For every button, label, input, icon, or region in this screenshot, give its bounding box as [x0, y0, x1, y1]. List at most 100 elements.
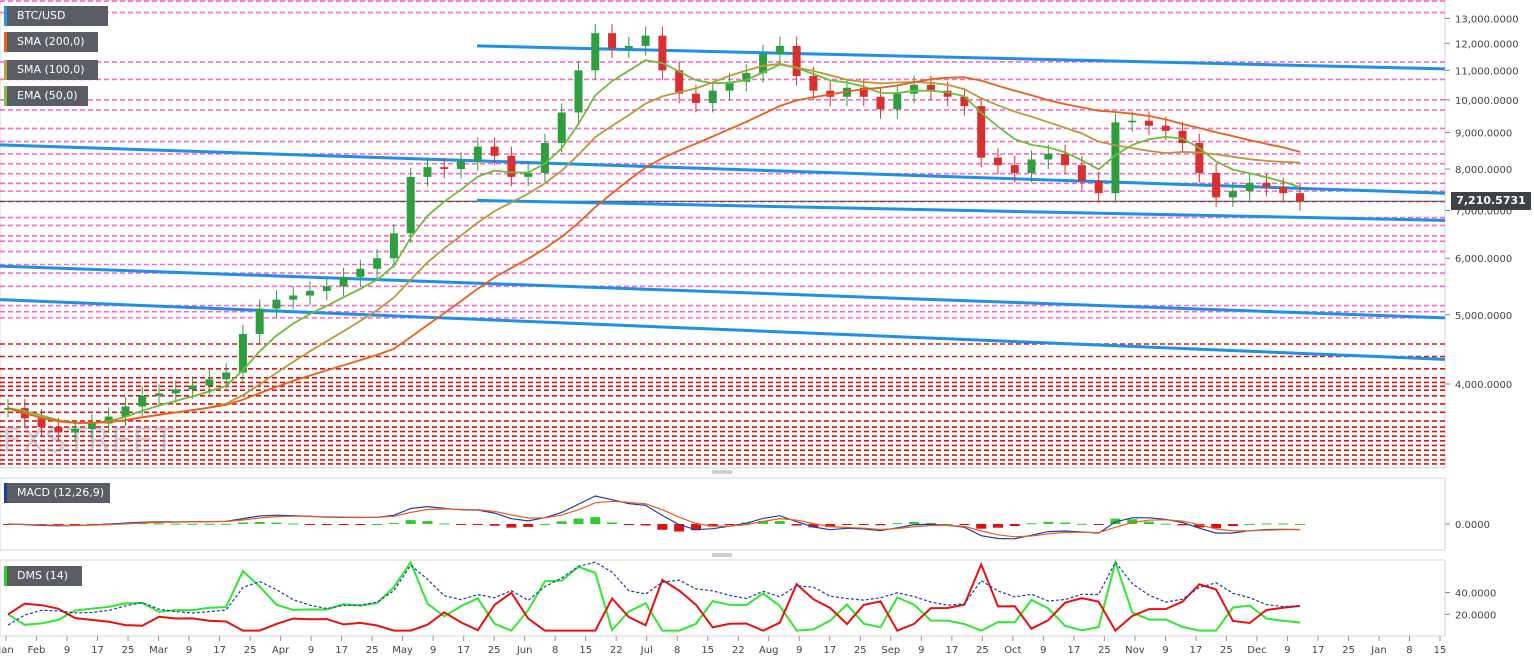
macd-hist-24	[405, 520, 416, 524]
x-tick-label-22: 8	[674, 645, 680, 656]
price-frame	[0, 0, 1446, 469]
macd-hist-30	[506, 524, 517, 528]
candle-body-17	[289, 295, 298, 300]
macd-hist-68	[1143, 521, 1154, 524]
price-tick-label-7: 6,000.0000	[1455, 254, 1512, 265]
candle-body-29	[490, 146, 499, 156]
candle-body-20	[339, 276, 348, 287]
macd-hist-10	[170, 523, 181, 525]
dms-tick-label-0: 40.0000	[1455, 589, 1496, 600]
price-tick-label-9: 4,000.0000	[1455, 380, 1512, 391]
candle-body-3	[54, 427, 63, 433]
candle-body-5	[87, 423, 96, 429]
x-tick-label-11: 17	[335, 645, 348, 656]
candle-body-8	[138, 395, 147, 407]
candle-body-4	[71, 428, 80, 433]
macd-hist-23	[388, 522, 399, 524]
x-tick-label-1: Feb	[28, 645, 46, 656]
candle-body-44	[742, 73, 751, 82]
price-tick-label-5: 8,000.0000	[1455, 165, 1512, 176]
macd-hist-49	[825, 524, 836, 528]
macd-hist-41	[690, 524, 701, 531]
macd-hist-57	[959, 524, 970, 525]
x-tick-label-17: Jun	[516, 645, 533, 656]
macd-hist-22	[372, 523, 383, 525]
candle-body-2	[37, 418, 46, 428]
candle-body-18	[306, 290, 315, 296]
candle-body-13	[222, 372, 231, 380]
sma100-label[interactable]: SMA (100,0)	[4, 60, 98, 80]
macd-hist-69	[1160, 523, 1171, 525]
candle-body-30	[507, 155, 516, 177]
candle-body-7	[121, 406, 130, 417]
macd-hist-77	[1295, 523, 1305, 525]
y-axes: 13,000.0000 12,000.0000 11,000.0000 10,000.…	[712, 15, 1519, 621]
candle-body-35	[591, 33, 600, 71]
macd-hist-67	[1127, 519, 1138, 524]
macd-hist-62	[1043, 521, 1054, 524]
macd-hist-35	[590, 517, 601, 524]
dms-panel	[0, 558, 1446, 637]
macd-hist-18	[305, 524, 316, 525]
price-tick-label-4: 9,000.0000	[1455, 129, 1512, 140]
macd-hist-5	[86, 523, 97, 525]
x-tick-label-10: 9	[308, 645, 314, 656]
candle-body-9	[155, 393, 164, 396]
macd-label[interactable]: MACD (12,26,9)	[4, 483, 110, 503]
candle-body-52	[876, 96, 885, 110]
symbol-label[interactable]: BTC/USD	[4, 6, 108, 26]
candle-body-58	[977, 106, 986, 158]
candle-body-16	[272, 299, 281, 309]
macd-hist-15	[254, 521, 265, 524]
dms-tick-label-1: 20.0000	[1455, 610, 1496, 621]
x-tick-label-12: 25	[366, 645, 379, 656]
macd-hist-55	[925, 522, 936, 524]
dms-frame	[0, 559, 1446, 637]
dms-label[interactable]: DMS (14)	[4, 566, 82, 586]
candle-body-40	[675, 70, 684, 94]
candle-body-59	[993, 157, 1002, 166]
price-tick-label-0: 13,000.0000	[1455, 15, 1519, 26]
ema50-label[interactable]: EMA (50,0)	[4, 86, 88, 106]
candle-body-51	[859, 87, 868, 97]
macd-hist-29	[489, 524, 500, 526]
macd-hist-52	[875, 524, 886, 526]
candle-body-60	[1010, 165, 1019, 173]
current-price-badge: 7,210.5731	[1451, 192, 1531, 211]
macd-hist-9	[154, 523, 165, 525]
candle-body-6	[104, 416, 113, 424]
x-tick-label-24: 22	[732, 645, 745, 656]
x-tick-label-40: 25	[1220, 645, 1233, 656]
macd-hist-71	[1194, 524, 1205, 528]
x-tick-label-5: Mar	[149, 645, 169, 656]
x-tick-label-2: 9	[64, 645, 70, 656]
sma200-label[interactable]: SMA (200,0)	[4, 32, 98, 52]
x-tick-label-23: 15	[701, 645, 714, 656]
candle-body-11	[188, 385, 197, 390]
x-tick-label-7: 17	[213, 645, 226, 656]
trendline-1	[0, 143, 1446, 195]
candle-body-74	[1245, 182, 1254, 192]
macd-hist-34	[573, 518, 584, 524]
candle-body-68	[1144, 120, 1153, 126]
macd-hist-58	[976, 524, 987, 529]
macd-hist-14	[237, 522, 248, 524]
candle-body-69	[1161, 125, 1170, 131]
candle-body-72	[1212, 172, 1221, 198]
x-tick-label-43: 17	[1312, 645, 1325, 656]
trendline-2	[476, 198, 1446, 222]
candle-body-62	[1044, 153, 1053, 160]
macd-hist-42	[707, 524, 718, 527]
price-tick-label-8: 5,000.0000	[1455, 311, 1512, 322]
dmi-plus-line	[7, 558, 1301, 632]
macd-hist-72	[1211, 524, 1222, 529]
x-tick-label-35: 17	[1068, 645, 1081, 656]
candle-body-27	[457, 161, 466, 170]
candle-body-56	[943, 90, 952, 97]
macd-frame	[0, 477, 1446, 551]
candle-body-75	[1262, 182, 1271, 187]
x-tick-label-15: 17	[457, 645, 470, 656]
candle-body-25	[423, 167, 432, 177]
sma100-line	[7, 62, 1301, 424]
candle-body-54	[910, 84, 919, 94]
